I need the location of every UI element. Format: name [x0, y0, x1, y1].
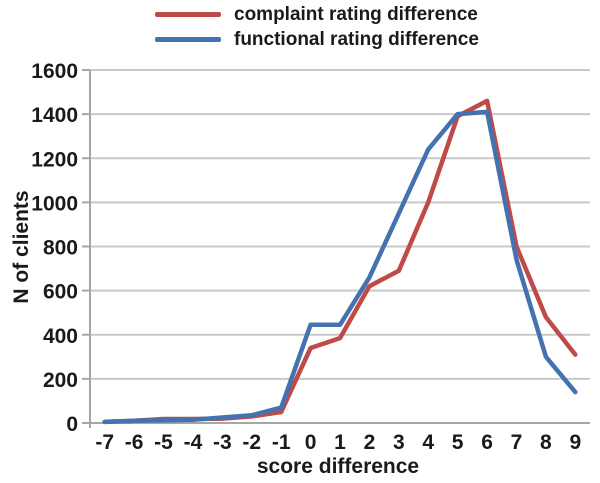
x-tick-label: 7 — [511, 431, 523, 454]
y-tick-label: 600 — [43, 281, 78, 304]
x-axis-title: score difference — [256, 455, 420, 478]
x-tick-label: 4 — [422, 431, 434, 454]
x-tick-label: 6 — [481, 431, 493, 454]
y-axis-title: N of clients — [10, 190, 33, 304]
x-tick-label: -5 — [154, 431, 173, 454]
y-tick-label: 1600 — [31, 60, 78, 83]
legend-item-complaint: complaint rating difference — [155, 2, 479, 27]
x-tick-label: 2 — [364, 431, 376, 454]
x-tick-label: 3 — [393, 431, 405, 454]
legend-swatch-functional-icon — [155, 37, 221, 42]
x-tick-label: 5 — [452, 431, 464, 454]
x-tick-label: -2 — [242, 431, 261, 454]
series-line-functional — [102, 109, 578, 425]
y-tick-label: 800 — [43, 237, 78, 260]
x-tick-label: 0 — [305, 431, 317, 454]
y-tick-label: 0 — [66, 413, 78, 436]
y-tick-label: 1400 — [31, 104, 78, 127]
x-tick-label: -7 — [95, 431, 114, 454]
x-tick-label: -6 — [125, 431, 144, 454]
x-tick-label: 9 — [569, 431, 581, 454]
y-tick-label: 1000 — [31, 192, 78, 215]
legend-swatch-complaint-icon — [155, 12, 221, 17]
y-tick-label: 400 — [43, 325, 78, 348]
y-tick-label: 1200 — [31, 148, 78, 171]
y-tick-label: 200 — [43, 369, 78, 392]
series-line-complaint — [102, 98, 578, 425]
legend-label-complaint: complaint rating difference — [234, 3, 478, 25]
x-tick-label: -3 — [213, 431, 232, 454]
x-tick-label: -1 — [272, 431, 291, 454]
x-tick-label: -4 — [184, 431, 203, 454]
x-tick-label: 8 — [540, 431, 552, 454]
legend-label-functional: functional rating difference — [234, 28, 479, 50]
chart-legend: complaint rating difference functional r… — [155, 2, 479, 52]
x-tick-label: 1 — [334, 431, 346, 454]
legend-item-functional: functional rating difference — [155, 27, 479, 52]
